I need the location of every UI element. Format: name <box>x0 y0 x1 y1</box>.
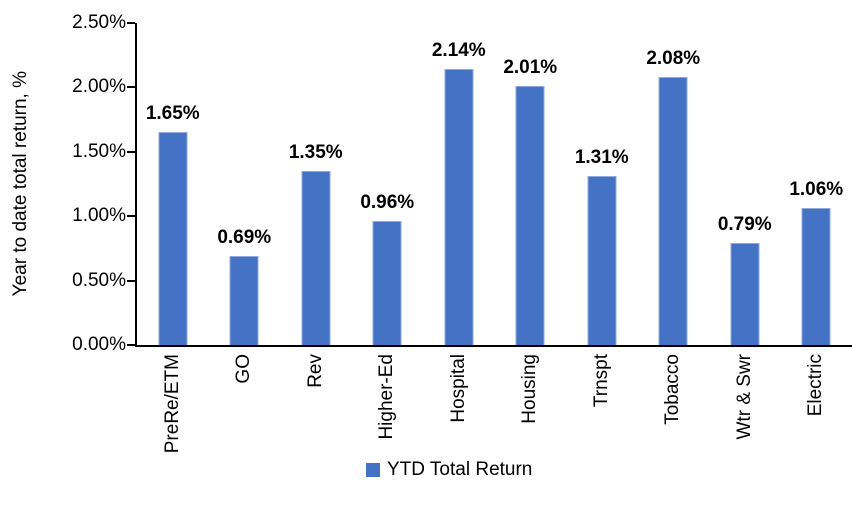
bar <box>158 132 188 345</box>
bar-group: 2.08% <box>638 23 710 345</box>
bar-value-label: 0.69% <box>217 227 272 249</box>
bar-group: 0.96% <box>352 23 424 345</box>
category-label-slot: Rev <box>280 354 352 458</box>
y-tick-label: 2.00% <box>72 76 126 98</box>
category-label-slot: Housing <box>495 354 567 458</box>
category-label: GO <box>233 354 255 384</box>
category-label: PreRe/ETM <box>161 354 183 454</box>
bar-value-label: 1.31% <box>574 147 629 169</box>
y-axis-title-text: Year to date total return, % <box>10 71 31 297</box>
bar <box>730 243 760 345</box>
bar-value-label: 1.65% <box>145 103 200 125</box>
bar-value-label: 0.79% <box>717 214 772 236</box>
bar-value-label: 0.96% <box>360 192 415 214</box>
category-label-slot: Trnspt <box>566 354 638 458</box>
plot-area: 1.65% 0.69% 1.35% 0.96% 2.14% 2.01% 1.31% 2.08%… <box>137 23 852 345</box>
bar-group: 0.69% <box>209 23 281 345</box>
category-label-slot: Electric <box>781 354 852 458</box>
category-label: Higher-Ed <box>376 354 398 440</box>
category-label-slot: Hospital <box>423 354 495 458</box>
bar-group: 1.35% <box>280 23 352 345</box>
bar <box>301 171 331 345</box>
legend-color-swatch <box>366 463 380 477</box>
bar <box>587 176 617 345</box>
category-label: Rev <box>304 354 326 388</box>
y-axis-title: Year to date total return, % <box>4 23 38 345</box>
legend-label: YTD Total Return <box>387 459 533 480</box>
y-tick-mark <box>127 215 135 218</box>
category-label: Trnspt <box>590 354 612 408</box>
category-label-slot: GO <box>209 354 281 458</box>
y-tick-label: 1.50% <box>72 140 126 162</box>
y-tick-mark <box>127 150 135 153</box>
bar-group: 1.65% <box>137 23 209 345</box>
bar-value-label: 1.35% <box>288 142 343 164</box>
category-label: Wtr & Swr <box>733 354 755 440</box>
category-label-slot: PreRe/ETM <box>137 354 209 458</box>
category-label-slot: Wtr & Swr <box>709 354 781 458</box>
bar <box>515 86 545 345</box>
y-tick-mark <box>127 344 135 346</box>
bar <box>372 221 402 345</box>
bar-value-label: 2.01% <box>503 57 558 79</box>
bar <box>801 208 831 345</box>
bar <box>658 77 688 345</box>
bar-group: 1.06% <box>781 23 852 345</box>
legend: YTD Total Return <box>366 459 532 481</box>
bar-group: 1.31% <box>566 23 638 345</box>
bar <box>229 256 259 345</box>
y-tick-mark <box>127 22 135 24</box>
category-label-slot: Tobacco <box>638 354 710 458</box>
x-axis-line <box>135 345 852 347</box>
category-axis-labels: PreRe/ETM GO Rev Higher-Ed Hospital Housing Tr… <box>137 354 852 458</box>
y-tick-mark <box>127 86 135 89</box>
bar-group: 2.01% <box>495 23 567 345</box>
category-label: Tobacco <box>662 354 684 425</box>
category-label: Housing <box>519 354 541 424</box>
category-label: Electric <box>805 354 827 417</box>
y-tick-label: 1.00% <box>72 205 126 227</box>
bar <box>444 69 474 345</box>
bar-value-label: 1.06% <box>789 179 844 201</box>
bar-group: 0.79% <box>709 23 781 345</box>
bar-group: 2.14% <box>423 23 495 345</box>
bar-value-label: 2.08% <box>646 48 701 70</box>
y-tick-label: 2.50% <box>72 12 126 33</box>
y-tick-mark <box>127 279 135 282</box>
category-label: Hospital <box>447 354 469 423</box>
y-tick-label: 0.50% <box>72 269 126 291</box>
bar-value-label: 2.14% <box>431 40 486 62</box>
y-tick-label: 0.00% <box>72 334 126 355</box>
y-axis-line <box>135 23 137 347</box>
category-label-slot: Higher-Ed <box>352 354 424 458</box>
